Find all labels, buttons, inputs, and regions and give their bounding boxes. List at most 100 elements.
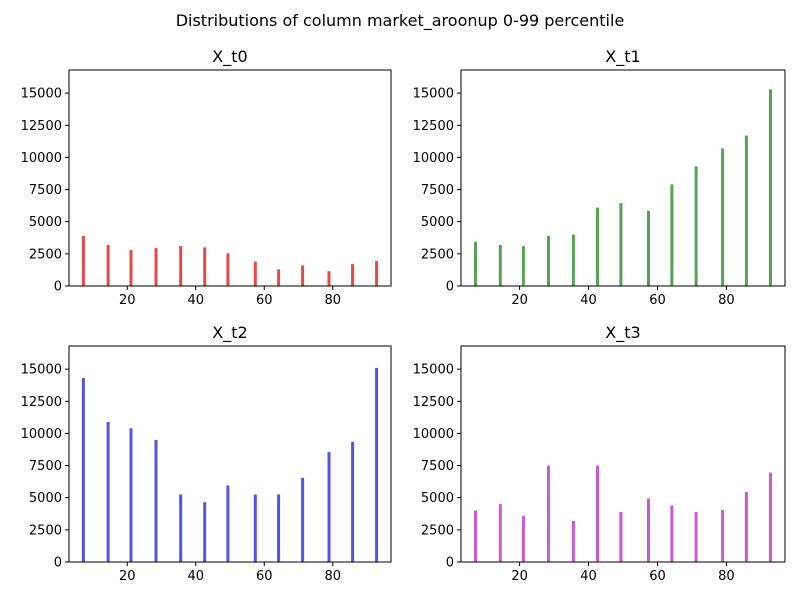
x-tick-label: 40 (187, 569, 204, 584)
bar (301, 265, 305, 286)
bar (769, 472, 772, 562)
y-tick-label: 12500 (413, 395, 454, 410)
subplot-title: X_t1 (605, 47, 640, 67)
subplots: X_t0 0 2500 5000 7500 10000 12500 15000 20 40 60 80… (21, 47, 786, 584)
x-tick-label: 20 (119, 569, 136, 584)
y-tick-label: 12500 (21, 395, 62, 410)
x-tick-label: 60 (256, 569, 273, 584)
subplot-x-t1: X_t1 0 2500 5000 7500 10000 12500 15000 20 40 60 80 (413, 47, 786, 308)
bar (498, 504, 502, 562)
bar (179, 494, 183, 562)
figure-title: Distributions of column market_aroonup 0… (176, 11, 625, 31)
bar (154, 439, 158, 562)
y-tick-label: 5000 (29, 491, 62, 506)
bar (721, 509, 725, 562)
subplot-x-t0: X_t0 0 2500 5000 7500 10000 12500 15000 20 40 60 80 (21, 47, 392, 308)
bar (744, 135, 748, 286)
x-tick-label: 40 (580, 293, 597, 308)
y-tick-label: 2500 (29, 523, 62, 538)
axes-frame (68, 69, 392, 287)
bar (647, 498, 650, 562)
y-tick-label: 10000 (413, 427, 454, 442)
x-tick-label: 60 (256, 293, 273, 308)
bar (547, 465, 550, 562)
y-tick-label: 2500 (29, 247, 62, 262)
x-tick-label: 20 (119, 293, 136, 308)
bar (203, 247, 207, 286)
bar (619, 203, 623, 286)
x-tick-label: 80 (718, 293, 735, 308)
bar (253, 261, 257, 286)
y-tick-label: 15000 (413, 363, 454, 378)
y-tick-label: 15000 (413, 87, 454, 102)
bar (769, 89, 772, 286)
y-tick-label: 5000 (421, 215, 454, 230)
bar (721, 148, 725, 286)
bar (129, 428, 133, 562)
bar (351, 264, 355, 286)
bar (154, 248, 158, 286)
bar (129, 250, 133, 286)
y-tick-label: 10000 (21, 427, 62, 442)
bar (498, 244, 502, 286)
subplot-x-t2: X_t2 0 2500 5000 7500 10000 12500 15000 20 40 60 80 (21, 323, 392, 584)
x-tick-label: 60 (649, 569, 666, 584)
y-tick-label: 12500 (413, 119, 454, 134)
y-tick-label: 7500 (29, 459, 62, 474)
bar (375, 260, 379, 286)
bar (521, 515, 525, 562)
bar (619, 511, 623, 562)
x-tick-label: 80 (718, 569, 735, 584)
bar (596, 465, 599, 562)
bar (571, 520, 575, 562)
bar (81, 235, 85, 286)
bar (474, 510, 477, 562)
bar (277, 494, 281, 562)
bar (226, 485, 230, 562)
y-tick-label: 12500 (21, 119, 62, 134)
subplot-title: X_t0 (212, 47, 247, 67)
bar (253, 494, 257, 562)
bar (694, 511, 698, 562)
bar (596, 207, 599, 286)
x-tick-label: 80 (324, 293, 341, 308)
bar (277, 269, 281, 286)
y-tick-label: 5000 (29, 215, 62, 230)
y-tick-label: 5000 (421, 491, 454, 506)
subplot-x-t3: X_t3 0 2500 5000 7500 10000 12500 15000 20 40 60 80 (413, 323, 786, 584)
bar (547, 235, 550, 286)
y-tick-label: 10000 (21, 151, 62, 166)
subplot-title: X_t2 (212, 323, 247, 343)
y-tick-label: 7500 (421, 459, 454, 474)
bar (226, 253, 230, 286)
x-tick-label: 20 (511, 293, 528, 308)
bar (179, 246, 183, 286)
bar (81, 378, 85, 562)
y-tick-label: 0 (54, 556, 62, 571)
bar (670, 505, 674, 562)
y-tick-label: 0 (446, 280, 454, 295)
bar (351, 441, 355, 562)
bar (744, 491, 748, 562)
x-tick-label: 40 (580, 569, 597, 584)
bar (670, 184, 674, 286)
bar (694, 166, 698, 286)
x-tick-label: 20 (511, 569, 528, 584)
y-tick-label: 10000 (413, 151, 454, 166)
y-tick-label: 0 (446, 556, 454, 571)
bar (327, 452, 331, 562)
bar (521, 246, 525, 286)
bar (375, 367, 379, 562)
subplot-title: X_t3 (605, 323, 640, 343)
x-tick-label: 80 (324, 569, 341, 584)
y-tick-label: 2500 (421, 247, 454, 262)
axes-frame (68, 345, 392, 563)
y-tick-label: 7500 (421, 183, 454, 198)
bar (203, 502, 207, 562)
bar (474, 241, 477, 286)
y-tick-label: 7500 (29, 183, 62, 198)
y-tick-label: 0 (54, 280, 62, 295)
x-tick-label: 40 (187, 293, 204, 308)
